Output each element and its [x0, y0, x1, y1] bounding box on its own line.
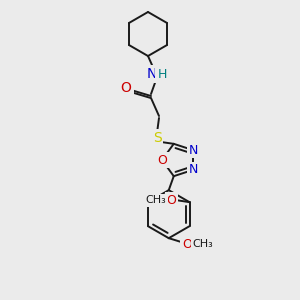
- Text: N: N: [147, 67, 157, 81]
- Text: N: N: [189, 164, 198, 176]
- Text: O: O: [157, 154, 167, 166]
- Text: O: O: [121, 81, 131, 95]
- Text: S: S: [153, 131, 161, 145]
- Text: CH₃: CH₃: [145, 195, 166, 205]
- Text: N: N: [189, 143, 198, 157]
- Text: O: O: [182, 238, 192, 251]
- Text: O: O: [167, 194, 176, 207]
- Text: CH₃: CH₃: [192, 239, 213, 249]
- Text: H: H: [157, 68, 167, 80]
